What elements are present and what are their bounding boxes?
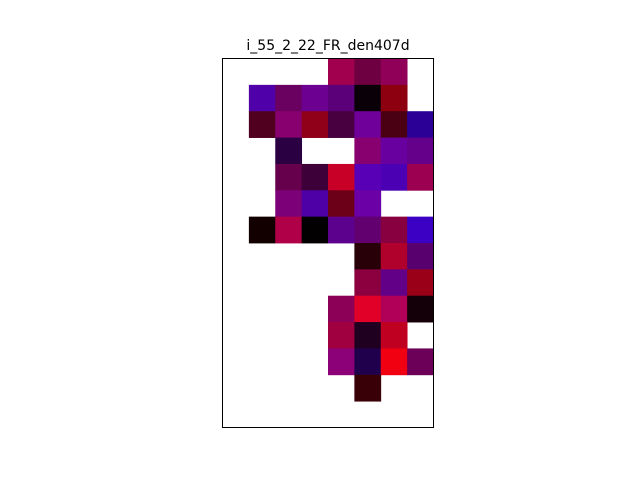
heatmap-cell-r4-c7 <box>407 163 434 191</box>
plot-frame <box>222 58 434 428</box>
heatmap-cell-r11-c7 <box>407 348 434 376</box>
heatmap-cell-r11-c4 <box>328 348 355 376</box>
heatmap-cell-r3-c7 <box>407 137 434 165</box>
heatmap-cell-r5-c2 <box>275 190 303 218</box>
heatmap-cell-r6-c5 <box>354 216 382 244</box>
heatmap-cells <box>248 58 434 402</box>
heatmap-cell-r0-c5 <box>354 58 382 86</box>
heatmap-cell-r9-c7 <box>407 295 434 323</box>
heatmap-cell-r10-c6 <box>380 322 408 349</box>
heatmap-cell-r5-c5 <box>354 190 382 218</box>
heatmap-cell-r4-c3 <box>301 163 329 191</box>
heatmap-cell-r2-c6 <box>380 111 408 138</box>
heatmap-cell-r8-c7 <box>407 269 434 297</box>
heatmap-cell-r11-c5 <box>354 348 382 376</box>
heatmap-cell-r2-c2 <box>275 111 303 138</box>
heatmap-cell-r6-c6 <box>380 216 408 244</box>
heatmap-cell-r1-c3 <box>301 84 329 112</box>
heatmap-cell-r2-c7 <box>407 111 434 138</box>
heatmap-cell-r5-c4 <box>328 190 355 218</box>
heatmap-cell-r2-c1 <box>248 111 276 138</box>
heatmap-cell-r4-c5 <box>354 163 382 191</box>
heatmap-cell-r10-c5 <box>354 322 382 349</box>
chart-title: i_55_2_22_FR_den407d <box>246 38 409 54</box>
heatmap-cell-r4-c6 <box>380 163 408 191</box>
heatmap-cell-r1-c5 <box>354 84 382 112</box>
heatmap-cell-r9-c5 <box>354 295 382 323</box>
heatmap-cell-r0-c4 <box>328 58 355 86</box>
heatmap-cell-r1-c4 <box>328 84 355 112</box>
heatmap-cell-r0-c6 <box>380 58 408 86</box>
heatmap-cell-r1-c6 <box>380 84 408 112</box>
heatmap-cell-r4-c4 <box>328 163 355 191</box>
heatmap-cell-r9-c4 <box>328 295 355 323</box>
heatmap-cell-r9-c6 <box>380 295 408 323</box>
heatmap-cell-r6-c7 <box>407 216 434 244</box>
heatmap-cell-r5-c3 <box>301 190 329 218</box>
heatmap-cell-r6-c2 <box>275 216 303 244</box>
heatmap-cell-r3-c5 <box>354 137 382 165</box>
heatmap-cell-r10-c4 <box>328 322 355 349</box>
heatmap-cell-r7-c6 <box>380 243 408 270</box>
heatmap-cell-r1-c2 <box>275 84 303 112</box>
heatmap-cell-r11-c6 <box>380 348 408 376</box>
heatmap-cell-r4-c2 <box>275 163 303 191</box>
heatmap-cell-r2-c3 <box>301 111 329 138</box>
heatmap-cell-r12-c5 <box>354 374 382 402</box>
heatmap-cell-r2-c4 <box>328 111 355 138</box>
heatmap-cell-r8-c5 <box>354 269 382 297</box>
heatmap-cell-r2-c5 <box>354 111 382 138</box>
heatmap-cell-r6-c4 <box>328 216 355 244</box>
heatmap-cell-r3-c2 <box>275 137 303 165</box>
heatmap-cell-r3-c6 <box>380 137 408 165</box>
heatmap-cell-r6-c1 <box>248 216 276 244</box>
heatmap-cell-r7-c5 <box>354 243 382 270</box>
heatmap-cell-r8-c6 <box>380 269 408 297</box>
heatmap-cell-r6-c3 <box>301 216 329 244</box>
heatmap-cell-r1-c1 <box>248 84 276 112</box>
heatmap-cell-r7-c7 <box>407 243 434 270</box>
